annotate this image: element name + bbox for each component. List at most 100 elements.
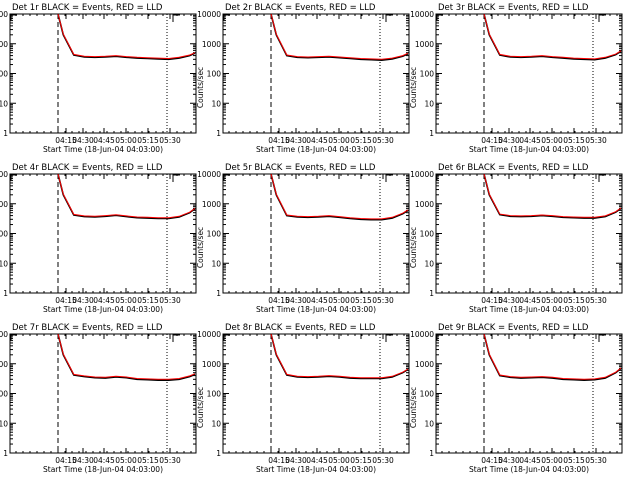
y-tick-label: 10000	[0, 10, 8, 19]
chart-title: Det 4r BLACK = Events, RED = LLD	[12, 163, 163, 173]
lld-series-line	[483, 13, 622, 60]
y-tick-label: 1000	[415, 360, 434, 369]
detector-panel-6: Det 6r BLACK = Events, RED = LLD 1 10 100 10…	[409, 163, 623, 314]
x-tick-label: 04:15	[268, 296, 290, 305]
y-tick-label: 10	[0, 419, 8, 428]
x-tick-label: 04:45	[93, 296, 115, 305]
x-tick-label: 04:30	[285, 296, 307, 305]
y-tick-label: 100	[207, 390, 222, 399]
chart-title: Det 8r BLACK = Events, RED = LLD	[225, 323, 376, 333]
x-tick-label: 05:00	[328, 456, 350, 465]
y-tick-label: 100	[420, 70, 435, 79]
x-tick-label: 05:00	[541, 136, 563, 145]
x-tick-label: 05:15	[137, 136, 159, 145]
x-tick-label: 05:30	[372, 456, 394, 465]
y-tick-label: 10000	[197, 330, 221, 339]
events-series-line	[270, 173, 409, 221]
x-tick-label: 04:15	[55, 456, 77, 465]
x-tick-label: 05:00	[541, 456, 563, 465]
y-tick-label: 1	[3, 129, 8, 138]
x-tick-label: 04:45	[93, 136, 115, 145]
detector-panel-8: Det 8r BLACK = Events, RED = LLD 1 10 100 10…	[196, 323, 410, 474]
x-tick-label: 05:15	[350, 456, 372, 465]
x-tick-label: 05:00	[328, 296, 350, 305]
chart-title: Det 5r BLACK = Events, RED = LLD	[225, 163, 376, 173]
x-axis-label: Start Time (18-Jun-04 04:03:00)	[469, 465, 589, 474]
plot-frame	[222, 333, 410, 454]
y-tick-label: 1	[3, 289, 8, 298]
y-tick-label: 10	[424, 99, 434, 108]
x-tick-label: 04:45	[306, 296, 328, 305]
y-axis-label: Counts/sec	[409, 387, 418, 428]
plot-frame	[435, 13, 623, 134]
y-axis-label: Counts/sec	[196, 387, 205, 428]
x-axis-label: Start Time (18-Jun-04 04:03:00)	[43, 145, 163, 154]
plot-frame	[435, 173, 623, 294]
x-tick-label: 04:15	[55, 296, 77, 305]
y-tick-label: 100	[207, 230, 222, 239]
plot-frame	[222, 173, 410, 294]
y-tick-label: 1000	[0, 200, 8, 209]
chart-title: Det 6r BLACK = Events, RED = LLD	[438, 163, 589, 173]
lld-series-line	[270, 333, 409, 379]
x-tick-label: 05:30	[585, 136, 607, 145]
x-tick-label: 05:30	[159, 296, 181, 305]
corner-mark-right	[385, 14, 393, 22]
y-tick-label: 10	[211, 259, 221, 268]
corner-mark-left	[436, 14, 443, 20]
y-axis-label: Counts/sec	[196, 67, 205, 108]
corner-mark-left	[436, 334, 443, 340]
y-tick-label: 100	[420, 390, 435, 399]
plot-frame	[9, 173, 197, 294]
lld-series-line	[57, 333, 196, 380]
y-tick-label: 10	[424, 419, 434, 428]
x-tick-label: 04:30	[72, 456, 94, 465]
y-tick-label: 10	[211, 99, 221, 108]
plot-frame	[222, 13, 410, 134]
corner-mark-left	[223, 14, 230, 20]
chart-title: Det 1r BLACK = Events, RED = LLD	[12, 3, 163, 13]
detector-panel-4: Det 4r BLACK = Events, RED = LLD 1 10 100 10…	[0, 163, 197, 314]
x-tick-label: 05:00	[115, 136, 137, 145]
x-axis-label: Start Time (18-Jun-04 04:03:00)	[469, 305, 589, 314]
y-tick-label: 10000	[197, 170, 221, 179]
x-tick-label: 04:45	[306, 136, 328, 145]
x-axis-label: Start Time (18-Jun-04 04:03:00)	[43, 465, 163, 474]
detector-panel-3: Det 3r BLACK = Events, RED = LLD 1 10 100 10…	[409, 3, 623, 154]
corner-mark-right	[172, 14, 180, 22]
y-tick-label: 1000	[202, 200, 221, 209]
x-tick-label: 04:15	[268, 136, 290, 145]
x-tick-label: 05:00	[328, 136, 350, 145]
y-tick-label: 10000	[0, 330, 8, 339]
x-tick-label: 05:30	[372, 136, 394, 145]
corner-mark-left	[223, 174, 230, 180]
x-axis-label: Start Time (18-Jun-04 04:03:00)	[256, 305, 376, 314]
x-tick-label: 04:30	[285, 456, 307, 465]
corner-mark-right	[598, 334, 606, 342]
x-tick-label: 05:30	[372, 296, 394, 305]
x-tick-label: 05:15	[563, 296, 585, 305]
corner-mark-left	[10, 174, 17, 180]
y-tick-label: 10	[211, 419, 221, 428]
x-tick-label: 04:15	[268, 456, 290, 465]
chart-title: Det 9r BLACK = Events, RED = LLD	[438, 323, 589, 333]
x-tick-label: 04:30	[498, 136, 520, 145]
y-tick-label: 1000	[415, 40, 434, 49]
y-axis-label: Counts/sec	[409, 227, 418, 268]
x-tick-label: 04:30	[72, 296, 94, 305]
y-tick-label: 1	[216, 449, 221, 458]
lld-series-line	[270, 13, 409, 60]
x-tick-label: 04:30	[498, 456, 520, 465]
y-tick-label: 1	[429, 289, 434, 298]
lld-series-line	[483, 333, 622, 380]
y-tick-label: 1	[216, 289, 221, 298]
x-tick-label: 05:30	[159, 456, 181, 465]
events-series-line	[270, 13, 409, 62]
detector-panel-9: Det 9r BLACK = Events, RED = LLD 1 10 100 10…	[409, 323, 623, 474]
y-axis-label: Counts/sec	[196, 227, 205, 268]
x-tick-label: 05:30	[159, 136, 181, 145]
corner-mark-left	[223, 334, 230, 340]
events-series-line	[483, 13, 622, 61]
